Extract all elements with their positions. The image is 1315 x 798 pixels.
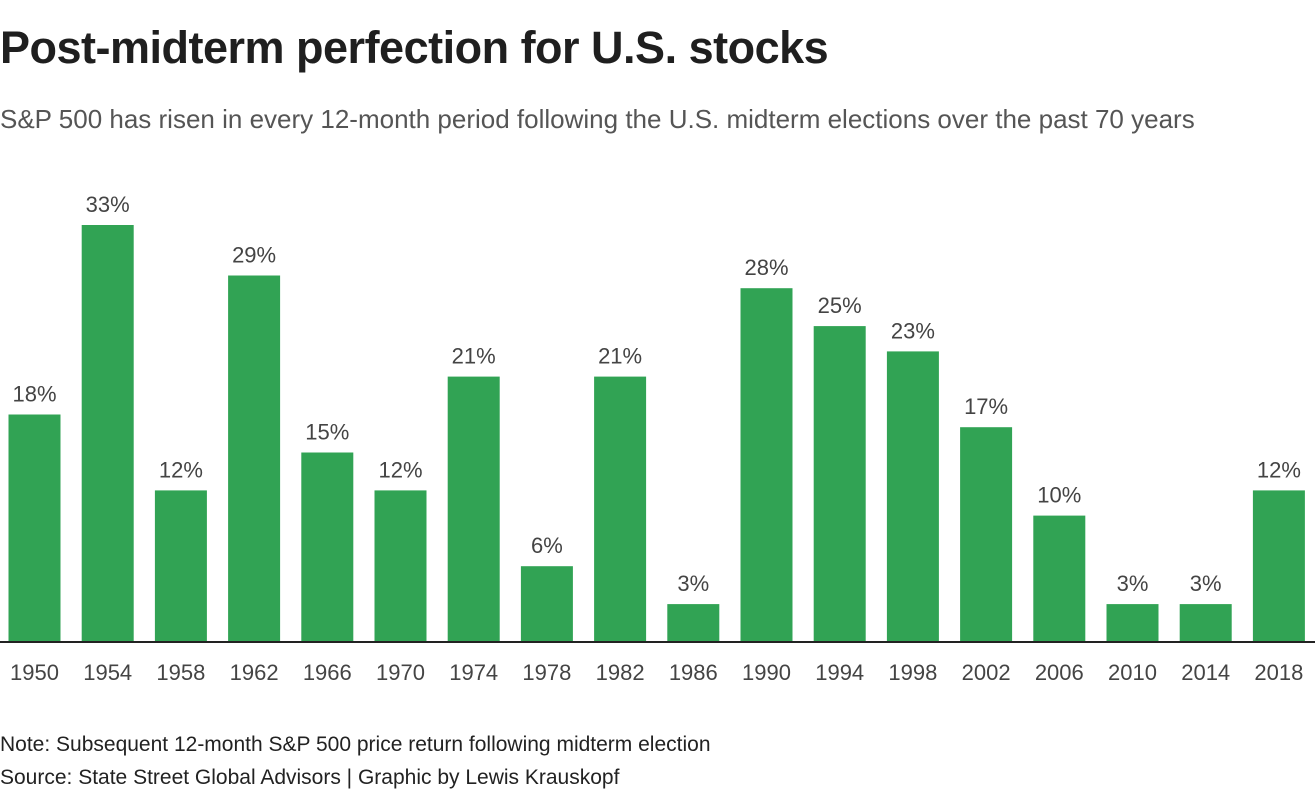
x-tick-label-1982: 1982 bbox=[596, 660, 645, 685]
bar-1994 bbox=[813, 326, 866, 642]
value-label-1982: 21% bbox=[598, 344, 642, 369]
bar-1958 bbox=[154, 490, 207, 642]
value-label-1990: 28% bbox=[744, 255, 788, 280]
value-label-1950: 18% bbox=[12, 382, 56, 407]
bar-2010 bbox=[1106, 604, 1159, 642]
x-tick-label-1958: 1958 bbox=[156, 660, 205, 685]
value-label-2018: 12% bbox=[1257, 457, 1301, 482]
value-label-1986: 3% bbox=[677, 571, 709, 596]
bar-1998 bbox=[886, 351, 939, 642]
bar-2014 bbox=[1179, 604, 1232, 642]
value-label-1978: 6% bbox=[531, 533, 563, 558]
x-tick-label-1990: 1990 bbox=[742, 660, 791, 685]
bar-1954 bbox=[81, 225, 134, 642]
x-tick-label-2006: 2006 bbox=[1035, 660, 1084, 685]
x-tick-label-2018: 2018 bbox=[1254, 660, 1303, 685]
x-tick-label-1974: 1974 bbox=[449, 660, 498, 685]
value-label-2002: 17% bbox=[964, 394, 1008, 419]
value-label-2010: 3% bbox=[1117, 571, 1149, 596]
value-label-1962: 29% bbox=[232, 243, 276, 268]
x-tick-label-2002: 2002 bbox=[962, 660, 1011, 685]
value-label-2006: 10% bbox=[1037, 483, 1081, 508]
value-label-1966: 15% bbox=[305, 420, 349, 445]
chart-title: Post-midterm perfection for U.S. stocks bbox=[0, 22, 829, 73]
value-label-1998: 23% bbox=[891, 318, 935, 343]
x-tick-label-1950: 1950 bbox=[10, 660, 59, 685]
bar-1970 bbox=[374, 490, 427, 642]
value-label-1970: 12% bbox=[378, 457, 422, 482]
value-label-1974: 21% bbox=[452, 344, 496, 369]
bar-1974 bbox=[447, 376, 500, 642]
x-tick-label-1986: 1986 bbox=[669, 660, 718, 685]
value-label-1954: 33% bbox=[86, 192, 130, 217]
x-tick-label-1978: 1978 bbox=[522, 660, 571, 685]
value-label-1958: 12% bbox=[159, 457, 203, 482]
bar-2006 bbox=[1033, 515, 1086, 642]
value-label-2014: 3% bbox=[1190, 571, 1222, 596]
bar-1978 bbox=[520, 566, 573, 642]
bar-2018 bbox=[1252, 490, 1305, 642]
value-labels-group: 18% 33% 12% 29% 15% 12% 21% 6% 21% 3% 28% 25% 23% 17%… bbox=[12, 192, 1300, 596]
x-tick-label-2014: 2014 bbox=[1181, 660, 1230, 685]
x-tick-label-1994: 1994 bbox=[815, 660, 864, 685]
x-tick-label-1970: 1970 bbox=[376, 660, 425, 685]
x-tick-label-1998: 1998 bbox=[888, 660, 937, 685]
bars-group bbox=[8, 225, 1305, 642]
bar-1950 bbox=[8, 414, 61, 642]
bar-1962 bbox=[228, 275, 281, 642]
x-axis-ticks-group: 1950 1954 1958 1962 1966 1970 1974 1978 1982 1986… bbox=[10, 660, 1303, 685]
bar-1982 bbox=[594, 376, 647, 642]
chart-note: Note: Subsequent 12-month S&P 500 price … bbox=[0, 733, 711, 756]
chart-subtitle: S&P 500 has risen in every 12-month peri… bbox=[0, 104, 1195, 134]
bar-1986 bbox=[667, 604, 720, 642]
value-label-1994: 25% bbox=[818, 293, 862, 318]
bar-chart: 18% 33% 12% 29% 15% 12% 21% 6% 21% 3% 28% 25% 23% 17%… bbox=[0, 192, 1315, 685]
bar-1990 bbox=[740, 288, 793, 642]
chart-source: Source: State Street Global Advisors | G… bbox=[0, 766, 620, 789]
x-tick-label-1966: 1966 bbox=[303, 660, 352, 685]
bar-2002 bbox=[960, 427, 1013, 642]
bar-1966 bbox=[301, 452, 354, 642]
x-tick-label-1954: 1954 bbox=[83, 660, 132, 685]
x-tick-label-1962: 1962 bbox=[230, 660, 279, 685]
x-tick-label-2010: 2010 bbox=[1108, 660, 1157, 685]
